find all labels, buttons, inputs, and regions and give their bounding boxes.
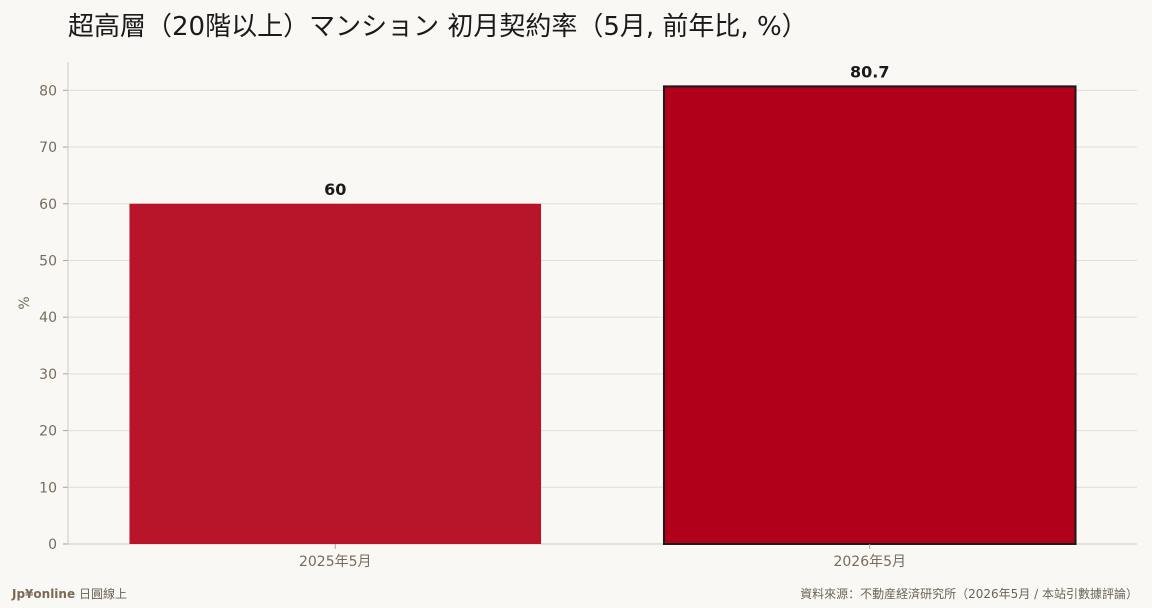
brand-credit: Jp¥online 日圓線上 xyxy=(12,585,127,602)
y-tick-label: 30 xyxy=(39,367,57,383)
bar-2 xyxy=(662,85,1077,546)
y-tick-label: 80 xyxy=(39,83,57,99)
y-axis-label: % xyxy=(17,296,33,309)
chart-title: 超高層（20階以上）マンション 初月契約率（5月, 前年比, %） xyxy=(68,12,808,42)
y-tick-label: 40 xyxy=(39,310,57,326)
y-tick-label: 0 xyxy=(48,537,57,553)
bar-1 xyxy=(129,203,542,544)
brand-name: Jp¥online xyxy=(12,587,76,601)
y-tick-label: 60 xyxy=(39,197,57,213)
y-tick-label: 20 xyxy=(39,424,57,440)
source-note: 資料來源：不動産経済研究所（2026年5月 / 本站引數據評論） xyxy=(800,587,1138,601)
brand-subtitle: 日圓線上 xyxy=(78,587,127,601)
x-tick-label: 2026年5月 xyxy=(833,554,906,570)
y-tick-label: 10 xyxy=(39,480,57,496)
y-tick-label: 50 xyxy=(39,253,57,269)
y-tick-label: 70 xyxy=(39,140,57,156)
data-label: 60 xyxy=(324,180,346,199)
data-label: 80.7 xyxy=(850,62,889,81)
x-tick-label: 2025年5月 xyxy=(299,554,372,570)
